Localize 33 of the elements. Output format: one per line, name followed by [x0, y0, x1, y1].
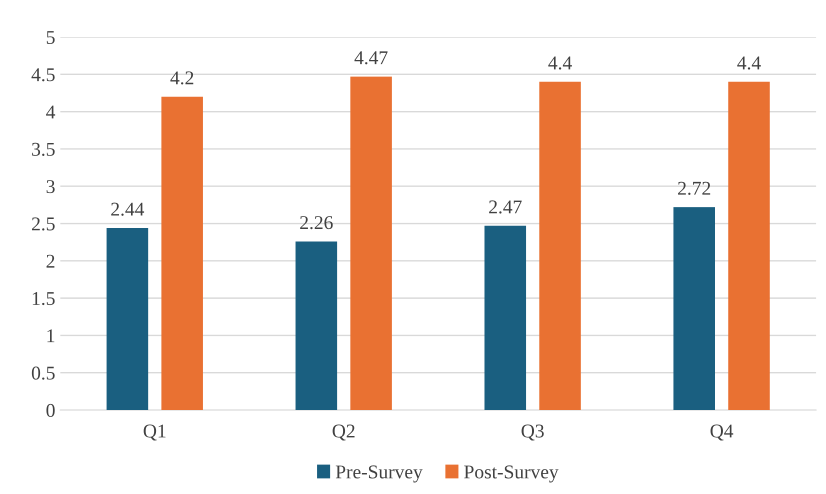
data-label: 2.26 [300, 216, 333, 230]
bar [161, 96, 203, 410]
y-tick-label: 1 [47, 329, 54, 342]
bar [296, 241, 338, 410]
y-tick-label: 5 [46, 31, 55, 44]
bar [484, 226, 526, 410]
bar [106, 228, 148, 410]
y-tick-label: 4.5 [32, 68, 55, 82]
legend-label: Pre-Survey [336, 465, 423, 483]
y-tick-label: 3 [46, 180, 55, 194]
data-label: 4.4 [737, 56, 761, 70]
data-label: 4.2 [170, 71, 194, 85]
x-tick-label: Q1 [144, 424, 166, 441]
legend-label: Post-Survey [464, 465, 559, 483]
y-tick-label: 0.5 [32, 366, 55, 380]
x-tick-label: Q2 [332, 424, 355, 441]
data-label: 4.4 [548, 56, 572, 70]
y-tick-label: 3.5 [32, 142, 55, 156]
bar [728, 82, 770, 410]
y-tick-label: 2.5 [32, 217, 55, 231]
data-label: 2.47 [489, 200, 522, 214]
data-label: 4.47 [354, 51, 388, 64]
x-tick-label: Q3 [522, 424, 544, 441]
data-label: 2.44 [111, 202, 144, 216]
y-tick-label: 1.5 [32, 292, 55, 306]
y-tick-label: 0 [46, 404, 55, 417]
y-tick-label: 2 [46, 254, 54, 268]
bar [350, 76, 392, 410]
data-label: 2.72 [678, 182, 710, 195]
bar [539, 82, 581, 410]
bar [673, 207, 715, 410]
y-tick-label: 4 [46, 106, 56, 118]
x-tick-label: Q4 [710, 424, 734, 441]
